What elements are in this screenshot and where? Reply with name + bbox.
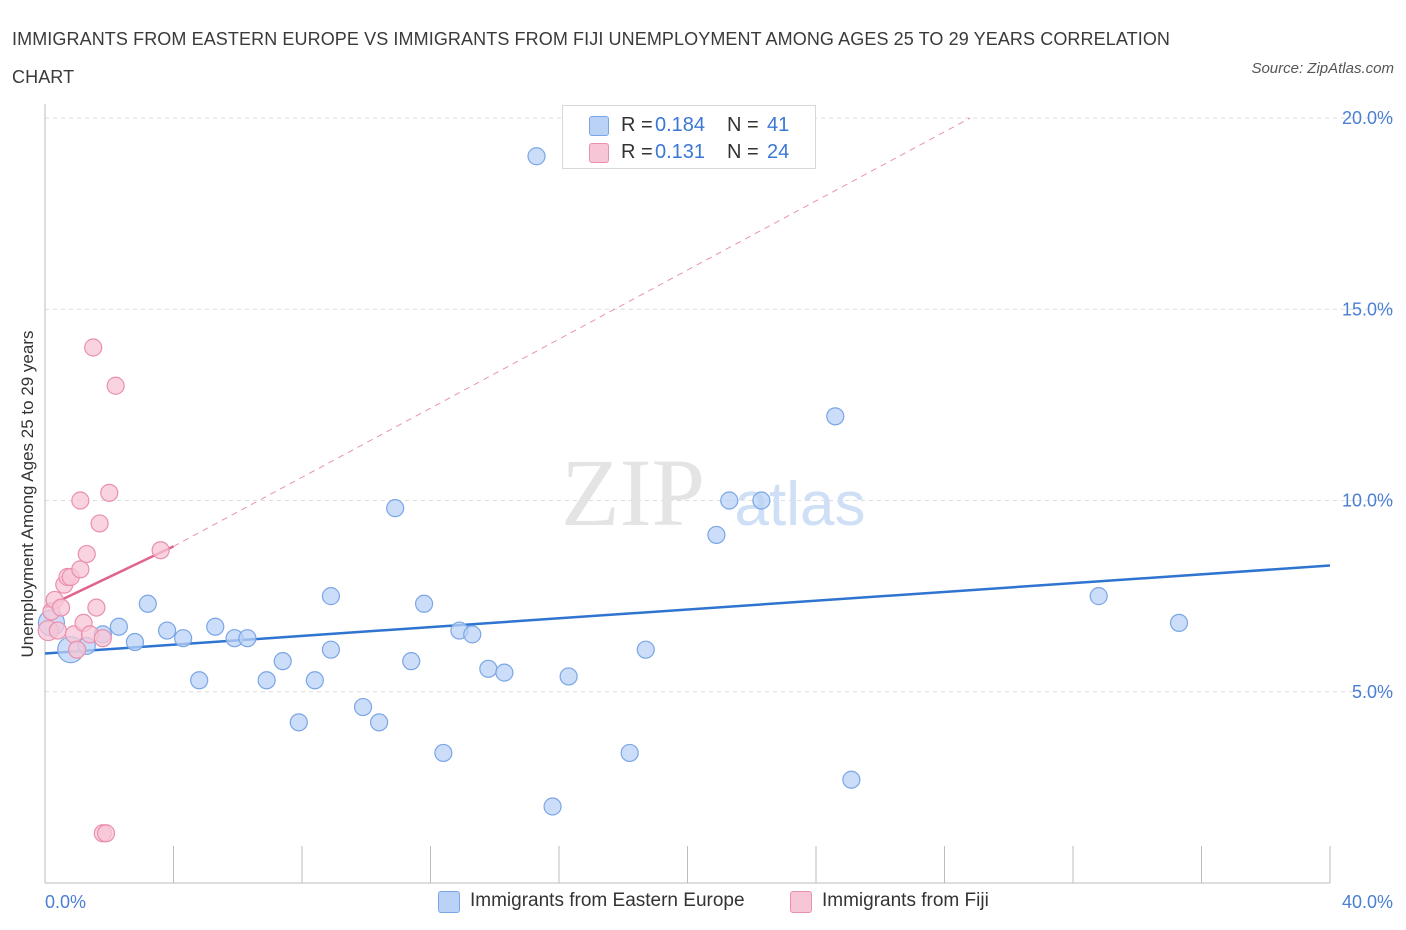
trend-layer — [44, 117, 1331, 655]
data-point-eastern-europe — [190, 671, 209, 690]
data-point-eastern-europe — [321, 587, 341, 606]
y-axis-label: Unemployment Among Ages 25 to 29 years — [18, 331, 37, 658]
data-point-eastern-europe — [434, 743, 453, 763]
chart-title: IMMIGRANTS FROM EASTERN EUROPE VS IMMIGR… — [12, 29, 1171, 87]
data-point-eastern-europe — [559, 667, 578, 686]
data-point-eastern-europe — [463, 625, 482, 644]
legend-swatch-blue — [438, 891, 460, 913]
legend-label: Immigrants from Eastern Europe — [470, 890, 745, 911]
data-point-fiji — [90, 514, 109, 533]
data-point-eastern-europe — [636, 640, 655, 659]
data-point-eastern-europe — [125, 632, 145, 652]
data-point-eastern-europe — [386, 499, 405, 518]
data-point-eastern-europe — [479, 659, 498, 678]
legend-n-label: N = — [727, 141, 759, 163]
legend-r-value: 0.184 — [655, 114, 706, 136]
data-point-eastern-europe — [1089, 587, 1108, 606]
trend-line-fiji — [44, 545, 175, 609]
legend-swatch-pink — [589, 143, 609, 163]
data-point-eastern-europe — [138, 594, 157, 613]
data-point-fiji — [68, 640, 87, 659]
y-tick-label: 5.0% — [1352, 682, 1393, 702]
data-point-eastern-europe — [353, 697, 373, 717]
grid-layer — [45, 117, 1393, 693]
data-point-eastern-europe — [206, 617, 225, 636]
data-point-fiji — [96, 824, 116, 843]
data-point-fiji — [48, 621, 67, 640]
data-point-fiji — [151, 541, 170, 560]
data-point-fiji — [51, 598, 71, 617]
stats-legend: R = 0.184 N = 41 R = 0.131 N = 24 — [562, 105, 816, 169]
trend-line-eastern-europe — [44, 564, 1331, 655]
legend-swatch-pink — [790, 891, 812, 913]
data-point-eastern-europe — [289, 713, 308, 732]
y-tick-label: 20.0% — [1342, 108, 1393, 128]
data-point-fiji — [93, 629, 112, 648]
data-point-eastern-europe — [1169, 613, 1189, 633]
data-point-fiji — [87, 598, 106, 617]
data-point-eastern-europe — [707, 525, 726, 545]
legend-n-label: N = — [727, 114, 759, 136]
watermark-zip: ZIP — [561, 439, 705, 546]
data-point-eastern-europe — [495, 663, 514, 682]
legend-label: Immigrants from Fiji — [822, 890, 989, 911]
data-point-eastern-europe — [370, 713, 389, 732]
x-tick-label: 0.0% — [45, 892, 86, 912]
legend-r-value: 0.131 — [655, 141, 706, 163]
legend-n-value: 41 — [767, 114, 790, 136]
data-point-fiji — [71, 491, 90, 510]
legend-r-label: R = — [621, 114, 653, 136]
data-point-fiji — [71, 560, 90, 579]
legend-r-label: R = — [621, 141, 653, 163]
trend-line-fiji-extension — [173, 117, 971, 547]
data-point-eastern-europe — [305, 671, 324, 690]
x-tick-label: 40.0% — [1342, 892, 1393, 912]
data-point-eastern-europe — [414, 594, 434, 613]
data-point-fiji — [77, 544, 96, 564]
data-point-eastern-europe — [620, 743, 639, 763]
data-point-eastern-europe — [157, 621, 177, 640]
data-point-eastern-europe — [752, 491, 771, 510]
data-point-eastern-europe — [720, 491, 739, 510]
data-point-eastern-europe — [273, 652, 292, 671]
y-tick-label: 15.0% — [1342, 299, 1393, 319]
legend-swatch-blue — [589, 116, 609, 136]
source-note: Source: ZipAtlas.com — [1251, 60, 1394, 77]
y-tick-label: 10.0% — [1342, 491, 1393, 511]
data-point-eastern-europe — [238, 629, 257, 648]
data-point-eastern-europe — [321, 640, 341, 659]
data-point-eastern-europe — [109, 617, 128, 636]
data-point-eastern-europe — [842, 770, 861, 789]
data-point-eastern-europe — [826, 407, 845, 426]
data-point-fiji — [106, 376, 125, 395]
axis-layer: 5.0% 10.0% 15.0% 20.0% 0.0% 40.0% — [44, 104, 1393, 912]
legend-n-value: 24 — [767, 141, 790, 163]
data-point-fiji — [84, 338, 103, 357]
data-point-fiji — [100, 483, 119, 502]
data-point-eastern-europe — [543, 797, 562, 816]
data-point-eastern-europe — [174, 629, 193, 648]
data-point-eastern-europe — [402, 652, 421, 671]
data-point-eastern-europe — [257, 671, 276, 690]
point-layer — [37, 147, 1189, 843]
data-point-eastern-europe — [527, 147, 546, 166]
